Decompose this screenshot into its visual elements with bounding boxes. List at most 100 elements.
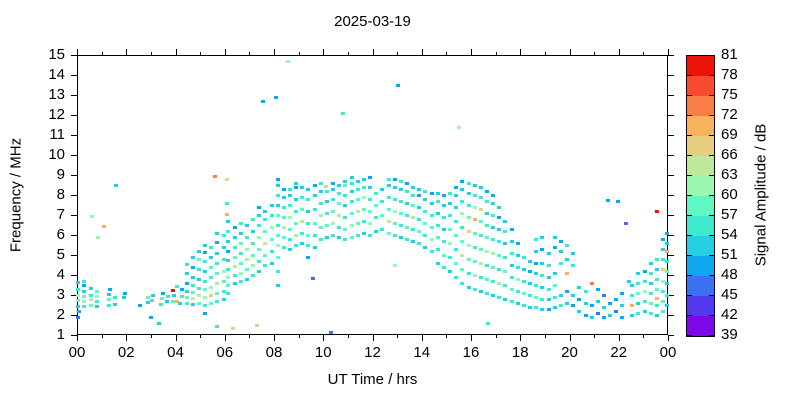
data-tile: [226, 219, 231, 223]
data-tile: [577, 297, 582, 301]
x-tick-label: 16: [462, 344, 480, 361]
y-tick-label: 13: [48, 86, 65, 103]
data-tile: [113, 302, 118, 306]
colorbar-tick-right: [709, 95, 714, 96]
data-tile: [157, 321, 162, 325]
colorbar-segment: [687, 276, 714, 296]
data-tile: [460, 179, 465, 183]
colorbar-tick-left: [687, 275, 692, 276]
data-tile: [595, 287, 600, 291]
data-tile: [238, 279, 243, 283]
data-tile: [615, 199, 620, 203]
data-tile: [386, 219, 391, 223]
colorbar-tick-left: [687, 75, 692, 76]
data-tile: [664, 293, 669, 297]
data-tile: [626, 279, 631, 283]
data-tile: [174, 299, 179, 303]
data-tile: [423, 221, 428, 225]
data-tile: [417, 187, 422, 191]
data-tile: [417, 229, 422, 233]
data-tile: [150, 298, 155, 302]
data-tile: [454, 247, 459, 251]
data-tile: [552, 235, 557, 239]
data-tile: [221, 245, 226, 249]
data-tile: [478, 261, 483, 265]
data-tile: [331, 181, 336, 185]
data-tile: [448, 269, 453, 273]
data-tile: [491, 293, 496, 297]
x-tick-top: [200, 52, 202, 55]
y-tick: [71, 255, 77, 256]
data-tile: [172, 293, 177, 297]
y-tick-label: 6: [56, 226, 65, 243]
data-tile: [472, 259, 477, 263]
data-tile: [196, 277, 201, 281]
data-tile: [515, 241, 520, 245]
data-tile: [620, 291, 625, 295]
data-tile: [238, 221, 243, 225]
data-tile: [349, 175, 354, 179]
colorbar-segment: [687, 76, 714, 96]
data-tile: [472, 217, 477, 221]
data-tile: [441, 215, 446, 219]
data-tile: [448, 201, 453, 205]
data-tile: [448, 213, 453, 217]
data-tile: [190, 275, 195, 279]
y-tick: [71, 295, 77, 296]
data-tile: [260, 99, 265, 103]
data-tile: [380, 187, 385, 191]
data-tile: [630, 283, 635, 287]
data-tile: [435, 191, 440, 195]
data-tile: [306, 209, 311, 213]
data-tile: [215, 261, 220, 265]
data-tile: [306, 221, 311, 225]
colorbar-tick-right: [709, 135, 714, 136]
x-tick-label: 04: [167, 344, 184, 361]
data-tile: [558, 249, 563, 253]
data-tile: [540, 297, 545, 301]
data-tile: [102, 224, 107, 228]
data-tile: [404, 237, 409, 241]
x-tick: [101, 335, 103, 338]
y-tick: [71, 175, 77, 176]
data-tile: [174, 284, 179, 288]
x-tick: [668, 335, 669, 341]
data-tile: [392, 197, 397, 201]
data-tile: [275, 269, 280, 273]
data-tile: [485, 199, 489, 203]
data-tile: [478, 219, 483, 223]
data-tile: [664, 281, 669, 285]
data-tile: [190, 290, 195, 294]
data-tile: [196, 249, 201, 253]
data-tile: [595, 299, 600, 303]
x-tick-label: 02: [117, 344, 135, 361]
x-tick-top: [77, 49, 78, 55]
data-tile: [324, 235, 329, 239]
data-tile: [318, 201, 323, 205]
data-tile: [337, 235, 342, 239]
colorbar-segment: [687, 256, 714, 276]
data-tile: [503, 219, 508, 223]
data-tile: [209, 285, 214, 289]
data-tile: [328, 330, 333, 334]
data-tile: [435, 235, 440, 239]
data-tile: [269, 261, 274, 265]
data-tile: [331, 187, 336, 191]
data-tile: [209, 275, 214, 279]
data-tile: [226, 239, 231, 243]
chart-title: 2025-03-19: [334, 13, 411, 30]
data-tile: [423, 233, 428, 237]
data-tile: [411, 185, 416, 189]
colorbar-tick-left: [687, 115, 692, 116]
data-tile: [485, 291, 489, 295]
data-tile: [263, 253, 268, 257]
colorbar-segment: [687, 216, 714, 236]
data-tile: [355, 187, 360, 191]
data-tile: [417, 217, 422, 221]
data-tile: [423, 197, 428, 201]
data-tile: [196, 293, 201, 297]
colorbar-tick-right: [709, 195, 714, 196]
data-tile: [232, 225, 237, 229]
data-tile: [221, 279, 226, 283]
data-tile: [380, 199, 385, 203]
